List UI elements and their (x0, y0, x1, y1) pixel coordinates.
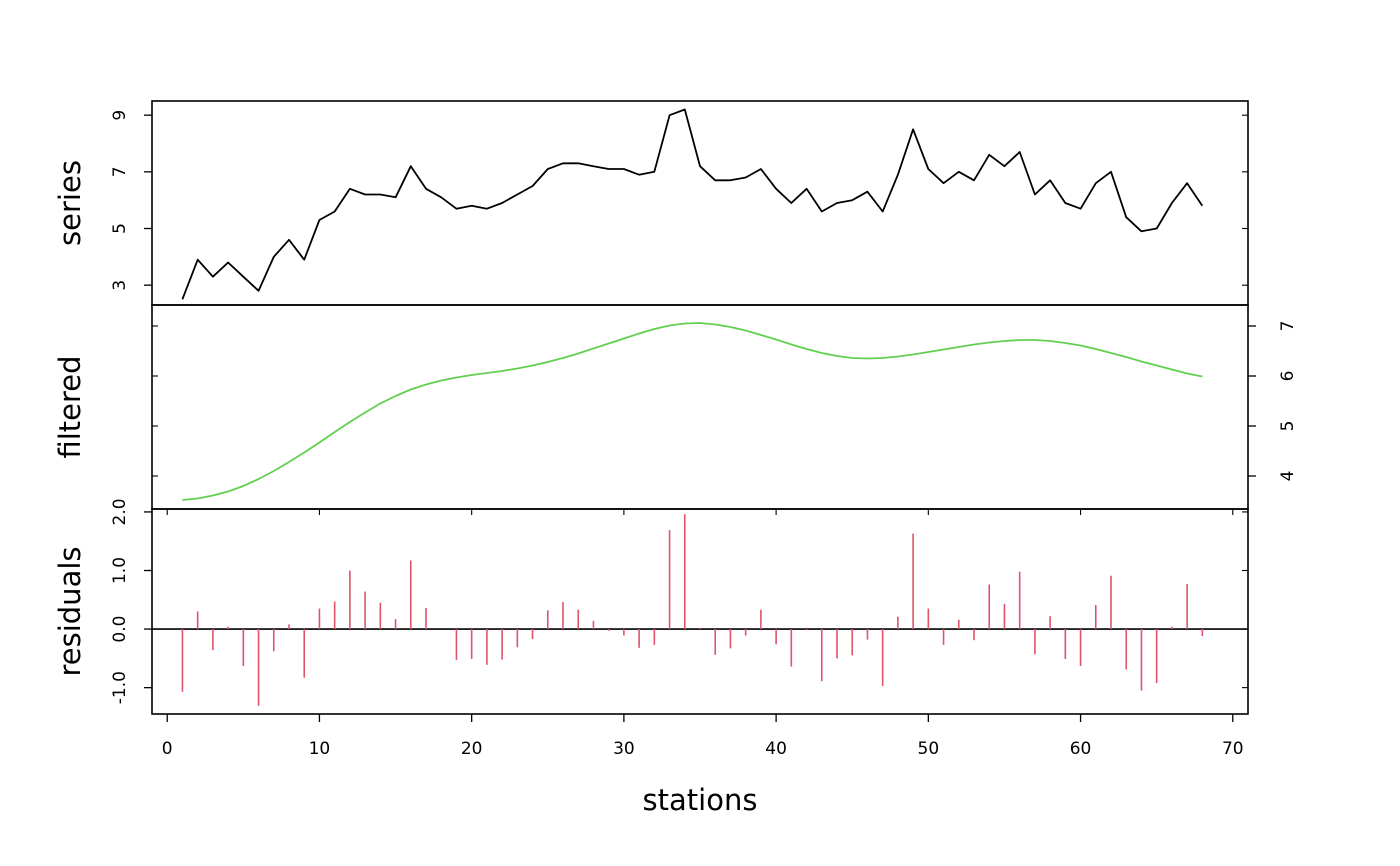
panel-series-ylabel: series (53, 160, 87, 246)
panel-filtered-frame (151, 304, 1249, 510)
panel-series-y-tick-label: 9 (110, 110, 130, 121)
panel-filtered-y-tick-label: 5 (1278, 421, 1298, 432)
x-tick-label: 20 (461, 739, 483, 759)
panel-residuals-y-tick-label: 2.0 (110, 498, 130, 525)
panel-series-line (181, 108, 1204, 300)
panel-series-y-tick-label: 3 (110, 280, 130, 291)
x-axis-title: stations (643, 783, 758, 817)
x-tick-label: 60 (1070, 739, 1092, 759)
x-tick-label: 10 (309, 739, 331, 759)
x-tick-label: 50 (918, 739, 940, 759)
x-tick-label: 0 (162, 739, 173, 759)
panel-residuals-ylabel: residuals (53, 546, 87, 676)
panel-residuals-frame (151, 508, 1249, 715)
x-tick-label: 70 (1222, 739, 1244, 759)
panel-series-y-tick-label: 7 (110, 166, 130, 177)
x-tick-label: 30 (613, 739, 635, 759)
panel-filtered-y-tick-label: 7 (1278, 321, 1298, 332)
x-tick-label: 40 (765, 739, 787, 759)
panel-residuals-y-tick-label: -1.0 (110, 671, 130, 704)
panel-filtered-ylabel: filtered (53, 355, 87, 458)
panel-filtered-y-tick-label: 4 (1278, 471, 1298, 482)
panel-residuals-y-tick-label: 0.0 (110, 616, 130, 643)
panel-series-y-tick-label: 5 (110, 223, 130, 234)
panel-filtered-y-tick-label: 6 (1278, 371, 1298, 382)
panel-filtered-line (182, 322, 1203, 501)
panel-residuals-y-tick-label: 1.0 (110, 557, 130, 584)
